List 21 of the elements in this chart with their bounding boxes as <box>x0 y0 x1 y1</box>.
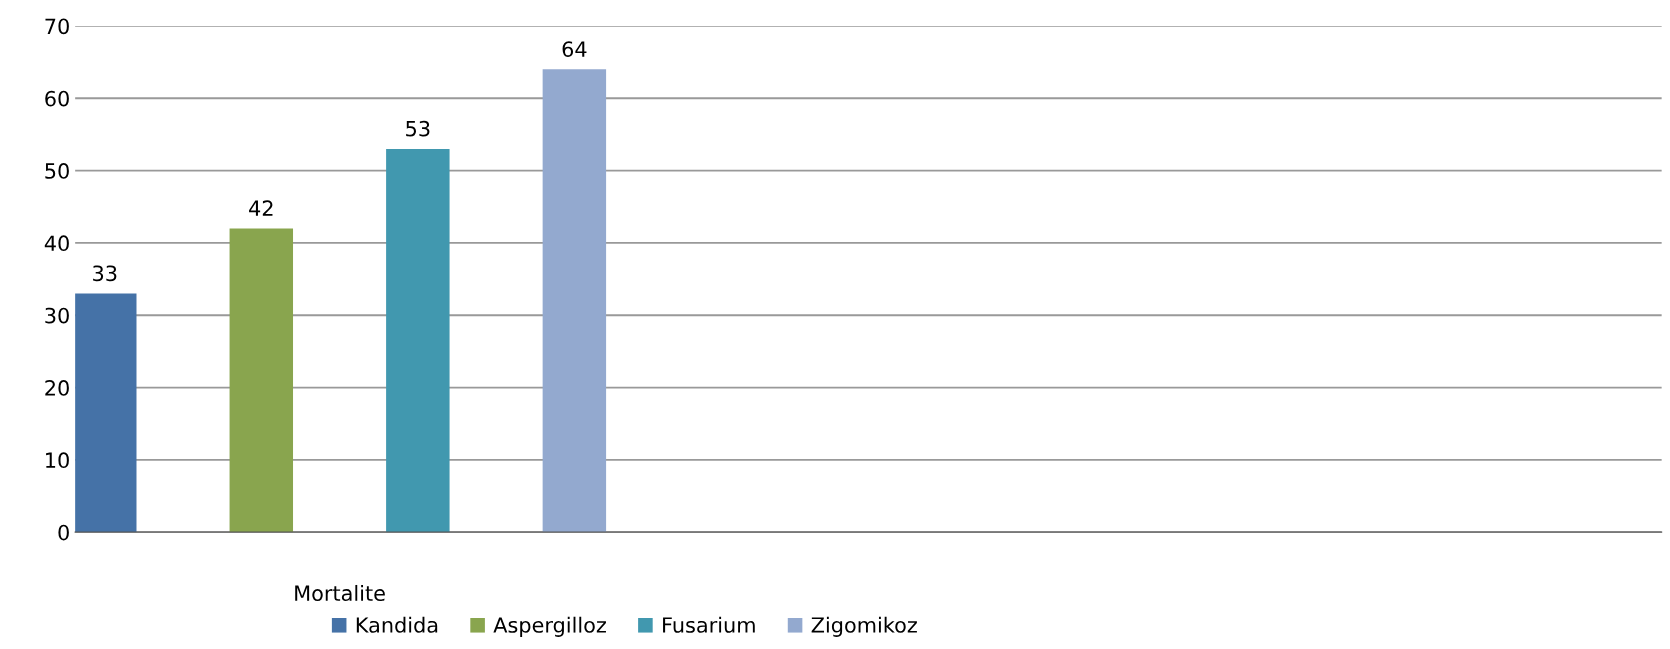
data-label: 64 <box>562 41 587 57</box>
bar <box>75 293 137 533</box>
y-tick-label: 20 <box>45 380 69 396</box>
y-tick-label: 70 <box>45 18 69 35</box>
bar <box>542 69 607 533</box>
bar <box>386 148 450 533</box>
data-label: 33 <box>93 265 117 282</box>
y-tick-label: 40 <box>44 235 69 252</box>
legend-label: Kandida <box>356 616 438 633</box>
x-tick-label: Mortalite <box>295 584 385 602</box>
y-tick-label: 10 <box>46 452 69 469</box>
data-label: 42 <box>249 200 273 216</box>
legend-label: Zigomikoz <box>811 616 917 637</box>
bar <box>229 228 294 533</box>
legend-label: Aspergilloz <box>493 616 606 637</box>
y-tick-label: 60 <box>45 90 69 107</box>
legend-label: Fusarium <box>663 616 755 633</box>
data-label: 53 <box>406 120 430 137</box>
y-tick-label: 30 <box>45 307 69 324</box>
y-tick-label: 0 <box>58 524 69 541</box>
y-tick-label: 50 <box>45 163 69 179</box>
